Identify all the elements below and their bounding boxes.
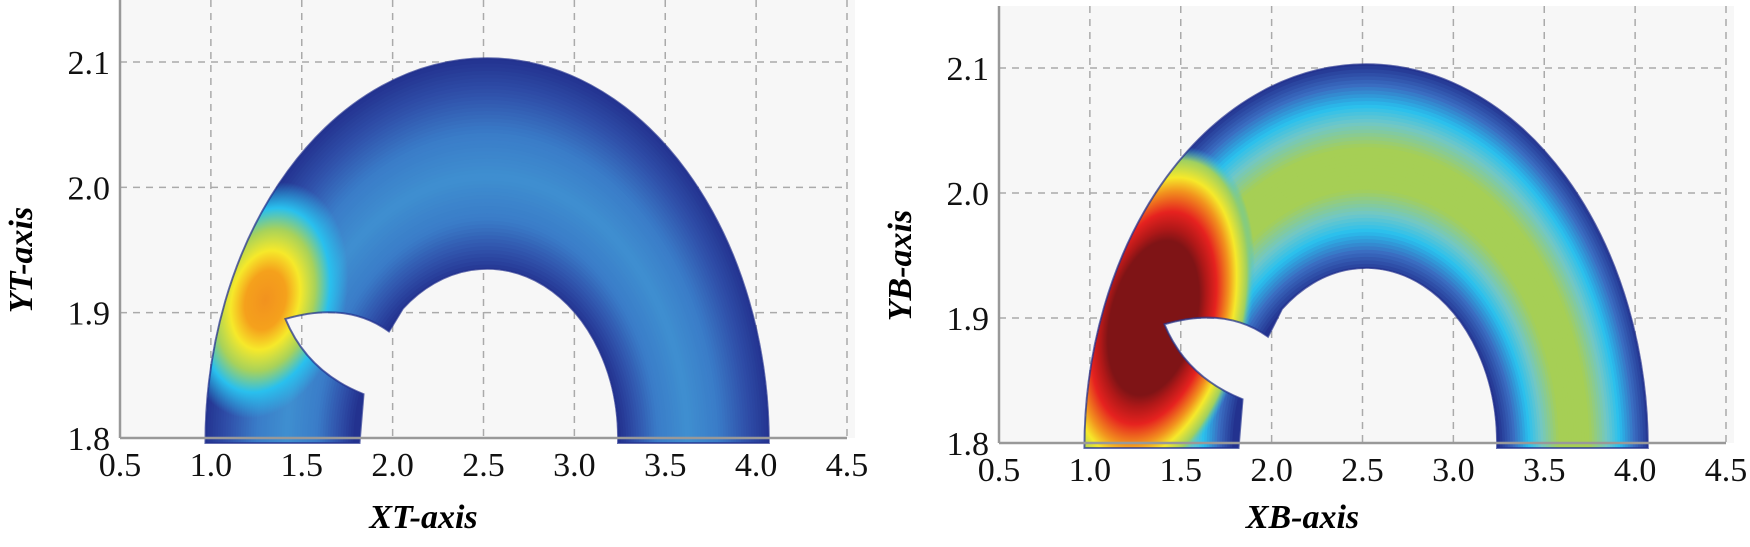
svg-text:4.5: 4.5 (1705, 452, 1748, 489)
svg-text:1.5: 1.5 (1160, 452, 1203, 489)
svg-text:0.5: 0.5 (99, 447, 142, 484)
heatmap-field (205, 58, 769, 443)
right-chart-panel: 0.5 1.0 1.5 2.0 2.5 3.0 3.5 4.0 4.5 1.8 1.9 2.0 2.1 X… (875, 0, 1750, 547)
svg-text:3.0: 3.0 (553, 447, 596, 484)
svg-text:1.5: 1.5 (281, 447, 324, 484)
svg-text:4.0: 4.0 (735, 447, 778, 484)
svg-text:4.0: 4.0 (1614, 452, 1657, 489)
svg-text:2.1: 2.1 (68, 45, 111, 82)
svg-text:2.0: 2.0 (1250, 452, 1293, 489)
y-tick-labels: 1.8 1.9 2.0 2.1 (947, 51, 990, 463)
svg-text:2.0: 2.0 (68, 170, 111, 207)
svg-text:2.1: 2.1 (947, 51, 990, 88)
svg-text:0.5: 0.5 (978, 452, 1021, 489)
svg-text:3.5: 3.5 (644, 447, 687, 484)
x-tick-labels: 0.5 1.0 1.5 2.0 2.5 3.0 3.5 4.0 4.5 (978, 452, 1748, 489)
svg-text:4.5: 4.5 (826, 447, 869, 484)
y-axis-title: YB-axis (882, 210, 919, 321)
x-axis-title: XT-axis (368, 499, 477, 536)
svg-text:1.8: 1.8 (68, 421, 111, 458)
svg-text:3.0: 3.0 (1432, 452, 1475, 489)
y-axis-title: YT-axis (3, 207, 40, 313)
svg-text:1.8: 1.8 (947, 426, 990, 463)
svg-text:1.0: 1.0 (1069, 452, 1112, 489)
svg-text:1.9: 1.9 (68, 296, 111, 333)
svg-text:2.0: 2.0 (947, 176, 990, 213)
svg-text:2.5: 2.5 (1341, 452, 1384, 489)
left-heatmap-plot: 0.5 1.0 1.5 2.0 2.5 3.0 3.5 4.0 4.5 1.8 1.9 2.0 2.1 X… (3, 0, 869, 536)
y-tick-labels: 1.8 1.9 2.0 2.1 (68, 45, 111, 458)
x-axis-title: XB-axis (1245, 499, 1359, 536)
svg-text:2.0: 2.0 (371, 447, 414, 484)
svg-text:1.9: 1.9 (947, 301, 990, 338)
right-heatmap-plot: 0.5 1.0 1.5 2.0 2.5 3.0 3.5 4.0 4.5 1.8 1.9 2.0 2.1 X… (882, 6, 1748, 536)
svg-text:3.5: 3.5 (1523, 452, 1566, 489)
left-chart-panel: 0.5 1.0 1.5 2.0 2.5 3.0 3.5 4.0 4.5 1.8 1.9 2.0 2.1 X… (3, 0, 869, 536)
svg-text:2.5: 2.5 (462, 447, 505, 484)
svg-text:1.0: 1.0 (190, 447, 233, 484)
x-tick-labels: 0.5 1.0 1.5 2.0 2.5 3.0 3.5 4.0 4.5 (99, 447, 869, 484)
